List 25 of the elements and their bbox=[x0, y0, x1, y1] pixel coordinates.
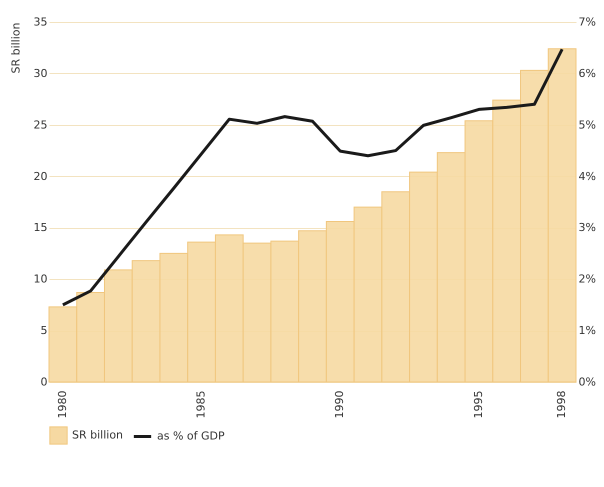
y2-tick-label: 7% bbox=[578, 16, 596, 28]
y-tick-label: 15 bbox=[34, 221, 48, 234]
legend-label: as % of GDP bbox=[157, 430, 226, 442]
y2-tick-label: 6% bbox=[578, 66, 596, 80]
legend-label: SR billion bbox=[72, 428, 124, 442]
y-tick-label: 10 bbox=[34, 272, 48, 286]
x-tick-label: 1990 bbox=[333, 390, 346, 418]
y2-tick-label: 3% bbox=[578, 221, 596, 234]
y-tick-label: 30 bbox=[34, 66, 48, 80]
x-tick-label: 1980 bbox=[56, 390, 69, 418]
y-tick-label: 0 bbox=[40, 376, 48, 388]
x-tick-label: 1985 bbox=[194, 390, 208, 418]
line-series bbox=[61, 48, 564, 306]
x-tick-label: 1995 bbox=[472, 390, 485, 418]
y-axis-title: SR billion bbox=[10, 22, 22, 74]
y-tick-label: 5 bbox=[40, 324, 48, 338]
y2-tick-label: 4% bbox=[578, 170, 596, 183]
y-tick-label: 20 bbox=[34, 170, 48, 183]
y2-tick-label: 0% bbox=[578, 376, 596, 388]
y2-tick-label: 5% bbox=[578, 118, 596, 132]
y-tick-label: 35 bbox=[34, 16, 48, 28]
y2-tick-label: 1% bbox=[578, 324, 596, 338]
y-tick-label: 25 bbox=[34, 118, 48, 132]
x-tick-label: 1998 bbox=[555, 390, 568, 418]
y2-tick-label: 2% bbox=[578, 272, 596, 286]
